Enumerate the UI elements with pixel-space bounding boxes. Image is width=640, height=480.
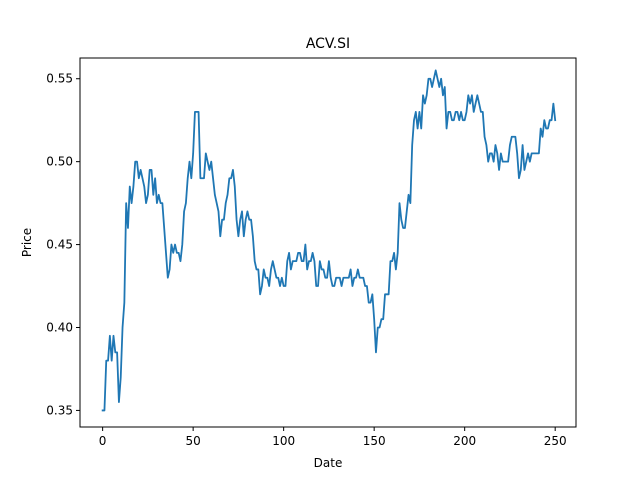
y-axis-label: Price <box>20 228 34 257</box>
plot-area <box>79 57 577 428</box>
y-tick-label: 0.50 <box>46 155 73 169</box>
x-tick-label: 50 <box>185 434 200 448</box>
y-tick-label: 0.40 <box>46 320 73 334</box>
x-tick-label: 100 <box>272 434 295 448</box>
x-tick-label: 150 <box>363 434 386 448</box>
y-tick-label: 0.45 <box>46 238 73 252</box>
x-tick-label: 250 <box>544 434 567 448</box>
y-tick-label: 0.55 <box>46 72 73 86</box>
axes-frame <box>79 57 577 428</box>
y-axis-ticks: 0.35 0.40 0.45 0.50 0.55 <box>46 72 80 417</box>
chart-title: ACV.SI <box>306 36 350 52</box>
x-tick-label: 200 <box>453 434 476 448</box>
x-tick-label: 0 <box>99 434 107 448</box>
plot-background <box>80 58 576 427</box>
price-line <box>101 69 557 412</box>
x-axis-label: Date <box>314 456 343 470</box>
y-tick-label: 0.35 <box>46 403 73 417</box>
x-axis-ticks: 0 50 100 150 200 250 <box>99 427 567 448</box>
